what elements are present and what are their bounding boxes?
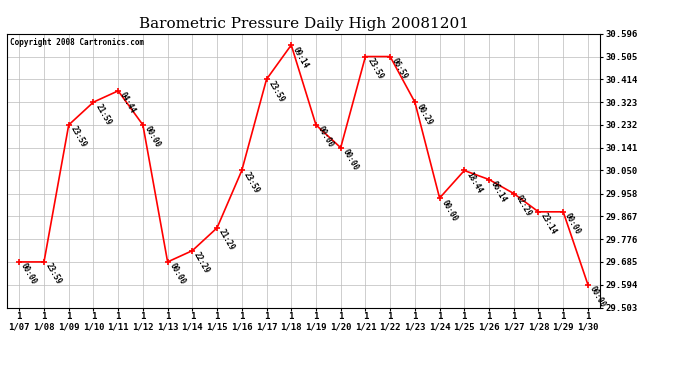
Text: 06:14: 06:14	[489, 180, 509, 204]
Text: 23:59: 23:59	[69, 125, 88, 150]
Text: 00:29: 00:29	[415, 102, 434, 127]
Text: Copyright 2008 Cartronics.com: Copyright 2008 Cartronics.com	[10, 38, 144, 47]
Text: 00:00: 00:00	[440, 198, 459, 223]
Text: 00:00: 00:00	[168, 262, 187, 286]
Text: 06:59: 06:59	[390, 57, 409, 81]
Text: 18:44: 18:44	[464, 171, 484, 195]
Text: 23:59: 23:59	[44, 262, 63, 286]
Title: Barometric Pressure Daily High 20081201: Barometric Pressure Daily High 20081201	[139, 17, 469, 31]
Text: 00:00: 00:00	[588, 285, 607, 309]
Text: 23:14: 23:14	[538, 212, 558, 236]
Text: 23:59: 23:59	[366, 57, 385, 81]
Text: 21:29: 21:29	[217, 228, 237, 252]
Text: 00:00: 00:00	[19, 262, 39, 286]
Text: 00:00: 00:00	[316, 125, 335, 150]
Text: 22:29: 22:29	[193, 251, 212, 275]
Text: 00:00: 00:00	[143, 125, 162, 150]
Text: 04:44: 04:44	[118, 91, 137, 116]
Text: 23:59: 23:59	[266, 80, 286, 104]
Text: 23:59: 23:59	[241, 171, 261, 195]
Text: 09:14: 09:14	[291, 45, 310, 69]
Text: 00:00: 00:00	[563, 212, 582, 236]
Text: 00:00: 00:00	[341, 148, 360, 172]
Text: 21:59: 21:59	[93, 102, 112, 127]
Text: 02:29: 02:29	[514, 194, 533, 218]
